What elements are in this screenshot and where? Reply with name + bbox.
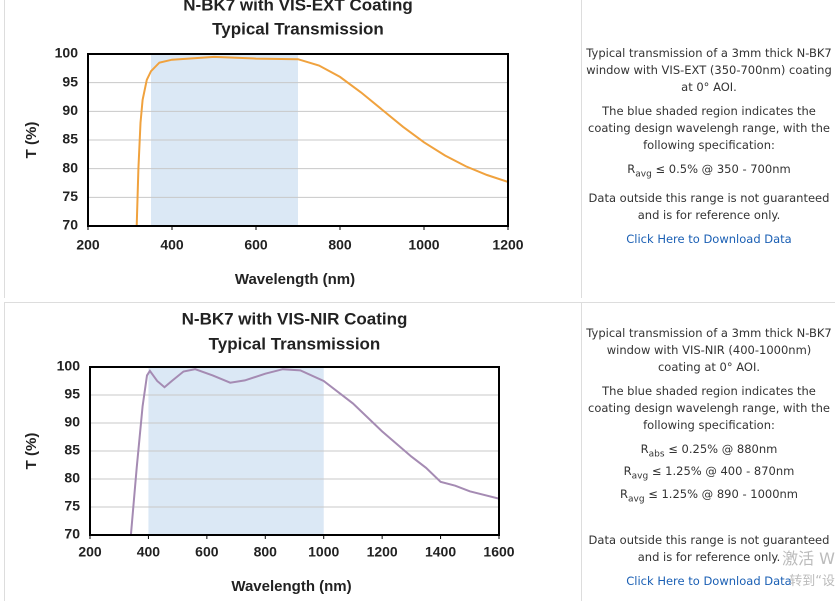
chart: N-BK7 with VIS-NIR Coating Typical Transm… (23, 309, 515, 595)
x-tick-label: 1200 (492, 237, 523, 253)
spec: Ravg ≤ 0.5% @ 350 - 700nm (582, 161, 835, 183)
y-tick-label: 75 (62, 188, 78, 204)
watermark: 转到“设 (789, 574, 835, 589)
spec-symbol: R (619, 486, 628, 501)
description: The blue shaded region indicates the coa… (588, 104, 830, 152)
spec: Ravg ≤ 1.25% @ 890 - 1000nm (582, 486, 835, 508)
description-panel: Typical transmission of a 3mm thick N-BK… (581, 0, 835, 298)
x-tick-label: 400 (160, 237, 184, 253)
data-line (135, 55, 508, 226)
description-panel: Typical transmission of a 3mm thick N-BK… (581, 303, 835, 601)
y-tick-label: 100 (57, 358, 81, 374)
description: Data outside this range is not guarantee… (588, 191, 830, 223)
chart-subtitle: Typical Transmission (212, 19, 384, 38)
spec-subscript: avg (627, 493, 645, 504)
description: Typical transmission of a 3mm thick N-BK… (586, 46, 832, 94)
spec-symbol: R (627, 162, 636, 176)
spec-text: ≤ 0.25% @ 880nm (668, 442, 778, 456)
x-tick-label: 800 (254, 544, 278, 560)
x-tick-label: 200 (76, 237, 100, 253)
download-link[interactable]: Click Here to Download Data (626, 232, 792, 247)
y-tick-label: 80 (64, 470, 80, 486)
spec: Rabs ≤ 0.25% @ 880nm (582, 441, 835, 463)
link-row: Click Here to Download Data (582, 231, 835, 248)
y-tick-label: 95 (64, 386, 80, 402)
y-tick-label: 95 (62, 73, 78, 89)
x-tick-label: 600 (195, 544, 219, 560)
x-axis-label: Wavelength (nm) (231, 578, 351, 595)
link-row: Click Here to Download Data (582, 573, 835, 590)
description: Typical transmission of a 3mm thick N-BK… (586, 326, 832, 374)
y-tick-label: 70 (64, 526, 80, 542)
chart-subtitle: Typical Transmission (209, 334, 381, 353)
spec: Ravg ≤ 1.25% @ 400 - 870nm (582, 463, 835, 485)
y-tick-label: 75 (64, 498, 80, 514)
download-link[interactable]: Click Here to Download Data (626, 573, 792, 588)
watermark: 激活 W (782, 549, 835, 568)
x-tick-label: 400 (137, 544, 161, 560)
description: Data outside this range is not guarantee… (588, 532, 830, 564)
x-tick-label: 1400 (425, 544, 456, 560)
plot-frame (87, 53, 509, 227)
y-tick-label: 80 (62, 159, 78, 175)
table-row: N-BK7 with VIS-NIR Coating Typical Transm… (4, 302, 835, 601)
y-axis-label: T (%) (23, 122, 40, 159)
x-tick-label: 1200 (367, 544, 398, 560)
spec-text: ≤ 1.25% @ 400 - 870nm (651, 464, 795, 479)
data-line (129, 368, 499, 535)
spec-text: ≤ 0.5% @ 350 - 700nm (655, 162, 791, 176)
x-tick-label: 800 (328, 237, 352, 253)
table-row: N-BK7 with VIS-EXT Coating Typical Transm… (4, 0, 835, 298)
spec-list: Ravg ≤ 0.5% @ 350 - 700nm (582, 161, 835, 183)
spec-subscript: avg (635, 169, 652, 180)
y-tick-label: 90 (64, 414, 80, 430)
y-axis-label: T (%) (23, 433, 40, 470)
chart: N-BK7 with VIS-EXT Coating Typical Transm… (23, 0, 524, 288)
x-tick-label: 1000 (408, 237, 439, 253)
spec-symbol: R (640, 442, 649, 456)
spec-subscript: abs (648, 449, 665, 460)
spec-text: ≤ 1.25% @ 890 - 1000nm (648, 486, 799, 501)
x-tick-label: 1000 (308, 544, 339, 560)
x-axis-label: Wavelength (nm) (235, 271, 355, 288)
y-tick-label: 70 (62, 217, 78, 233)
y-tick-label: 90 (62, 102, 78, 118)
spec-symbol: R (623, 464, 632, 479)
y-tick-label: 85 (64, 442, 80, 458)
spec-list: Rabs ≤ 0.25% @ 880nm Ravg ≤ 1.25% @ 400 -… (582, 441, 835, 508)
plot-frame (89, 366, 500, 536)
x-tick-label: 1600 (483, 544, 514, 560)
y-tick-label: 100 (55, 45, 79, 61)
chart-title: N-BK7 with VIS-EXT Coating (183, 0, 413, 14)
chart-title: N-BK7 with VIS-NIR Coating (182, 309, 408, 328)
spec-subscript: avg (631, 471, 649, 482)
description: The blue shaded region indicates the coa… (588, 384, 830, 432)
x-tick-label: 200 (78, 544, 102, 560)
y-tick-label: 85 (62, 131, 78, 147)
x-tick-label: 600 (244, 237, 268, 253)
